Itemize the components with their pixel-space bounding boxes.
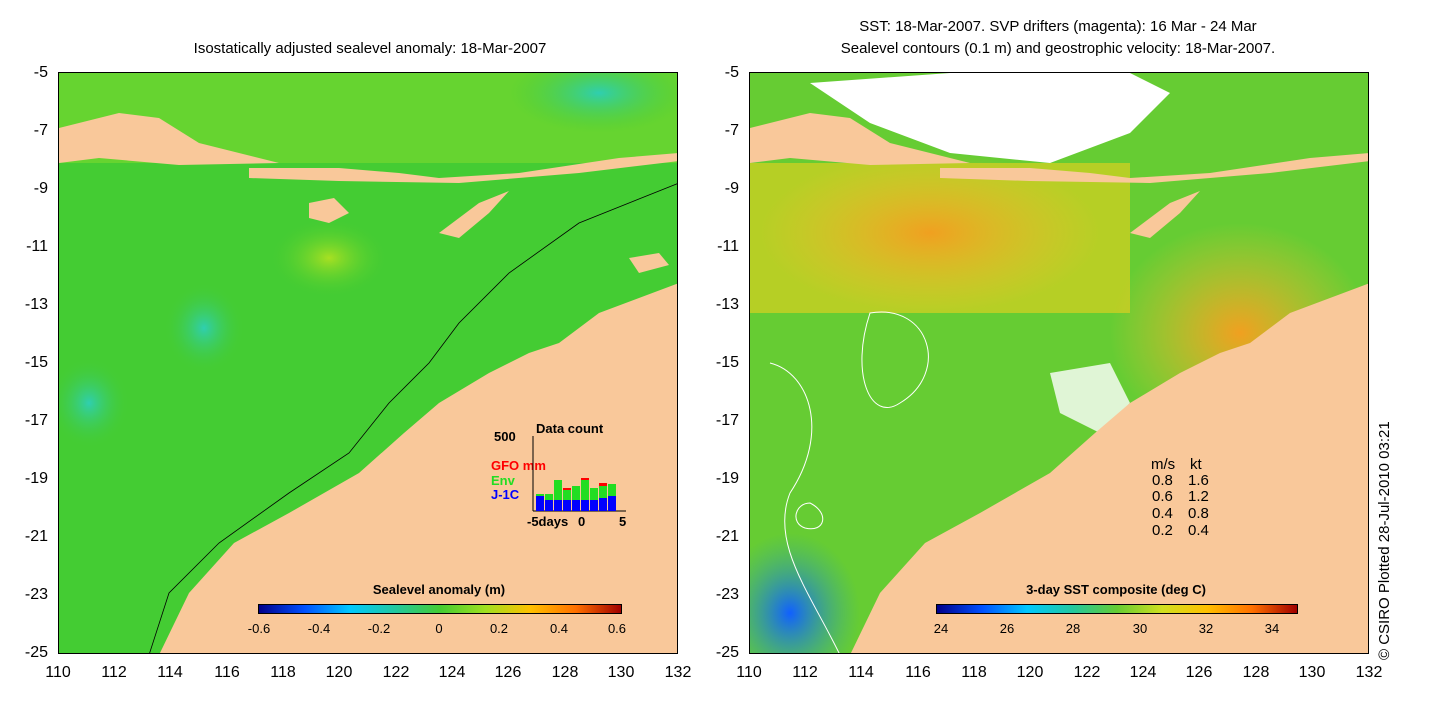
x-tick-label: 118 (961, 664, 987, 681)
y-tick-label: -25 (715, 644, 739, 661)
right-colorbar-title: 3-day SST composite (deg C) (1026, 582, 1206, 597)
y-tick-label: -25 (24, 644, 48, 661)
y-tick-label: -15 (715, 354, 739, 371)
colorbar-label: 0 (435, 621, 443, 636)
legend-row-kt: 1.2 (1188, 488, 1209, 505)
x-tick-label: 118 (270, 664, 296, 681)
inset-title: Data count (536, 421, 604, 436)
inset-max-label: 500 (494, 429, 516, 444)
x-tick-label: 110 (736, 664, 762, 681)
x-tick-label: 124 (438, 664, 466, 681)
inset-series-j1c: J-1C (491, 487, 520, 502)
y-tick-label: -11 (717, 238, 739, 255)
y-tick-label: -19 (715, 470, 739, 487)
x-tick-label: 126 (1185, 664, 1213, 681)
x-tick-label: 116 (905, 664, 931, 681)
x-tick-label: 132 (664, 664, 692, 681)
x-tick-label: 132 (1355, 664, 1383, 681)
sst-colorbar (936, 604, 1298, 614)
x-tick-label: 124 (1129, 664, 1157, 681)
x-tick-label: 110 (45, 664, 71, 681)
x-tick-label: 122 (382, 664, 410, 681)
x-tick-label: 126 (494, 664, 522, 681)
left-colorbar-title: Sealevel anomaly (m) (372, 582, 506, 597)
colorbar-label: 30 (1132, 621, 1148, 636)
x-tick-label: 122 (1073, 664, 1101, 681)
y-tick-label: -21 (24, 528, 48, 545)
legend-row-kt: 0.8 (1188, 505, 1209, 522)
y-tick-label: -5 (33, 64, 48, 81)
colorbar-label: 0.4 (549, 621, 569, 636)
legend-row-kt: 0.4 (1188, 522, 1209, 539)
y-tick-label: -11 (26, 238, 48, 255)
y-tick-label: -5 (724, 64, 739, 81)
sealevel-anomaly-map (58, 72, 678, 654)
legend-row-ms: 0.6 (1152, 488, 1173, 505)
x-tick-label: 112 (101, 664, 127, 681)
copyright-label: © CSIRO Plotted 28-Jul-2010 03:21 (1376, 421, 1393, 660)
x-tick-label: 120 (1016, 664, 1044, 681)
colorbar-label: 28 (1065, 621, 1081, 636)
x-tick-label: 114 (848, 664, 874, 681)
x-tick-label: 128 (1242, 664, 1270, 681)
y-tick-label: -9 (33, 180, 48, 197)
y-tick-label: -23 (715, 586, 739, 603)
y-tick-label: -23 (24, 586, 48, 603)
colorbar-label: 24 (933, 621, 949, 636)
y-tick-label: -13 (24, 296, 48, 313)
y-tick-label: -9 (724, 180, 739, 197)
colorbar-label: 34 (1264, 621, 1280, 636)
inset-x-label: 0 (578, 514, 586, 529)
y-tick-label: -13 (715, 296, 739, 313)
inset-series-env: Env (491, 473, 515, 488)
sealevel-colorbar (258, 604, 622, 614)
legend-row-kt: 1.6 (1188, 472, 1209, 489)
inset-x-label: 5 (619, 514, 627, 529)
inset-series-gfo: GFO mm (491, 458, 546, 473)
colorbar-label: -0.2 (367, 621, 391, 636)
y-tick-label: -7 (33, 122, 48, 139)
y-tick-label: -19 (24, 470, 48, 487)
legend-row-ms: 0.4 (1152, 505, 1173, 522)
y-tick-label: -15 (24, 354, 48, 371)
left-map-title: Isostatically adjusted sealevel anomaly:… (193, 40, 547, 57)
colorbar-label: 0.2 (489, 621, 509, 636)
legend-header-ms: m/s (1151, 456, 1176, 473)
x-tick-label: 116 (214, 664, 240, 681)
x-tick-label: 114 (157, 664, 183, 681)
right-map-title-line2: Sealevel contours (0.1 m) and geostrophi… (840, 40, 1276, 57)
legend-header-kt: kt (1190, 456, 1202, 473)
y-tick-label: -21 (715, 528, 739, 545)
sst-map (749, 72, 1369, 654)
y-tick-label: -17 (24, 412, 48, 429)
x-tick-label: 112 (792, 664, 818, 681)
legend-row-ms: 0.2 (1152, 522, 1173, 539)
legend-row-ms: 0.8 (1152, 472, 1173, 489)
x-tick-label: 128 (551, 664, 579, 681)
y-tick-label: -7 (724, 122, 739, 139)
colorbar-label: 0.6 (607, 621, 627, 636)
colorbar-label: 32 (1198, 621, 1214, 636)
colorbar-label: 26 (999, 621, 1015, 636)
x-tick-label: 130 (1298, 664, 1326, 681)
inset-x-label: -5days (527, 514, 569, 529)
x-tick-label: 130 (607, 664, 635, 681)
colorbar-label: -0.6 (247, 621, 271, 636)
right-map-title-line1: SST: 18-Mar-2007. SVP drifters (magenta)… (859, 18, 1257, 35)
colorbar-label: -0.4 (307, 621, 331, 636)
inset-bar-chart (532, 436, 626, 512)
x-tick-label: 120 (325, 664, 353, 681)
y-tick-label: -17 (715, 412, 739, 429)
